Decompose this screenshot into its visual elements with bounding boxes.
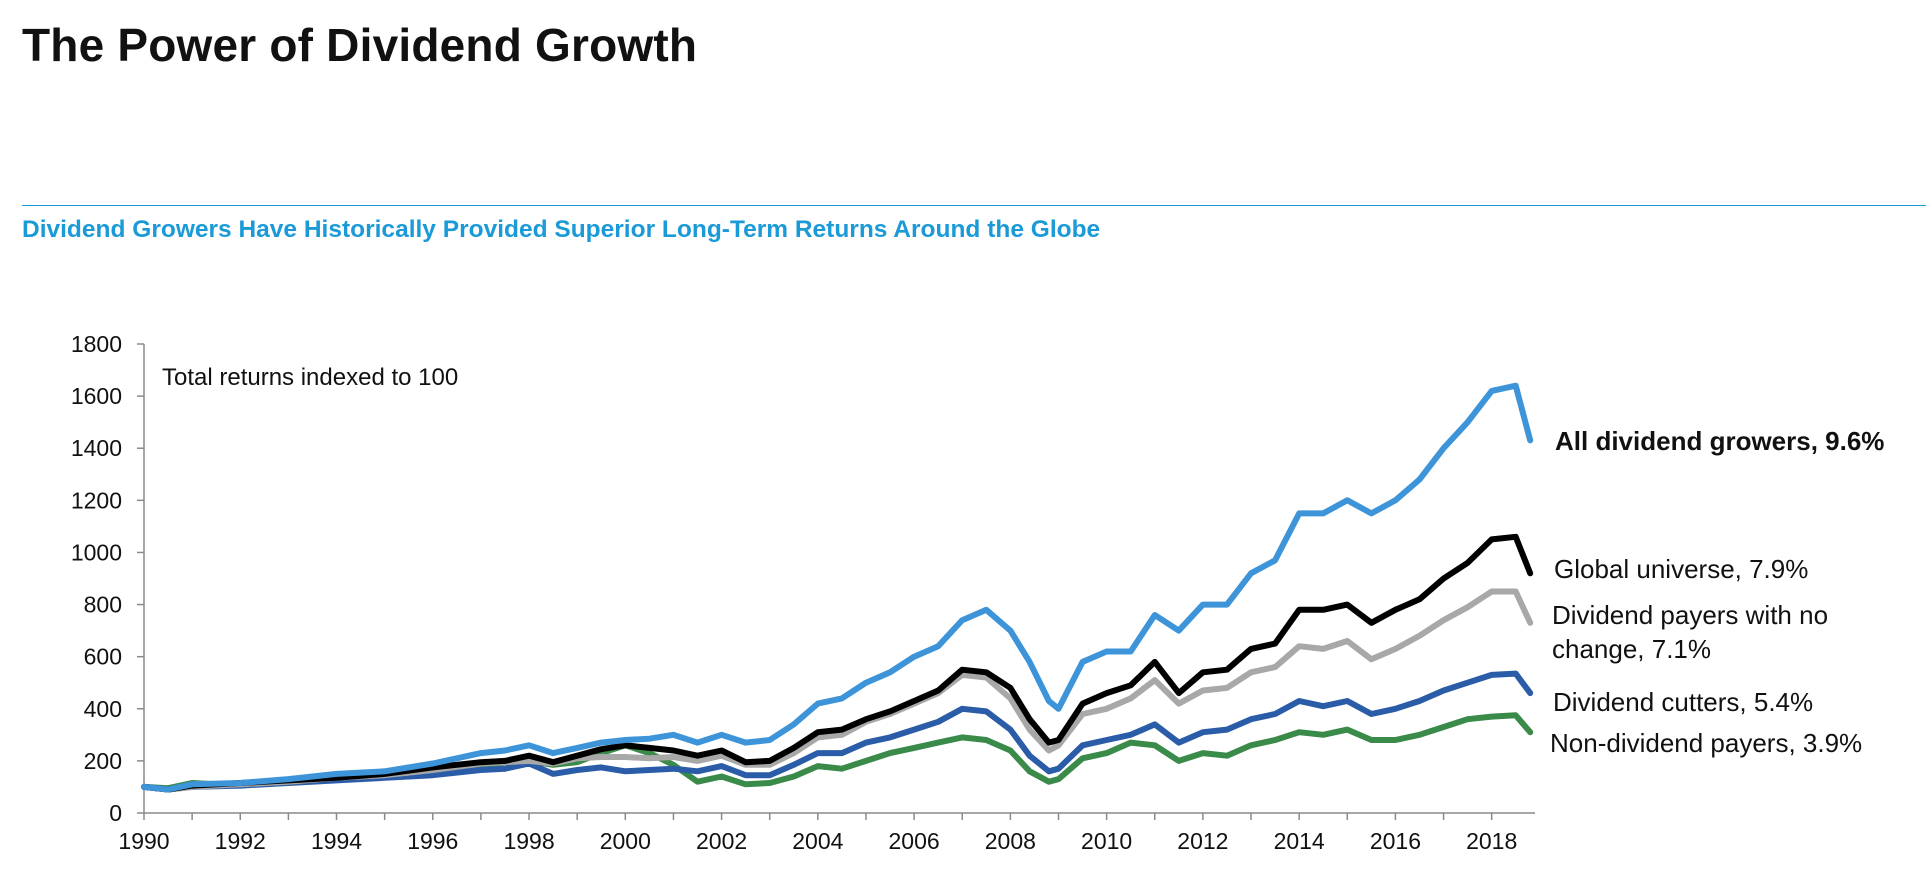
x-tick-label: 2010 (1081, 828, 1132, 854)
y-tick-label: 1400 (71, 435, 122, 461)
page-title: The Power of Dividend Growth (22, 19, 698, 71)
x-tick-label: 2016 (1370, 828, 1421, 854)
series-line-dividend-payers-with-no-change (141, 588, 1534, 793)
y-tick-label: 800 (84, 592, 122, 618)
x-tick-label: 2004 (792, 828, 843, 854)
x-tick-label: 2000 (600, 828, 651, 854)
chart-annotation: Total returns indexed to 100 (162, 364, 458, 391)
chart-series-lines (141, 382, 1534, 793)
x-tick-label: 2006 (889, 828, 940, 854)
chart-subtitle: Dividend Growers Have Historically Provi… (22, 216, 1101, 243)
x-tick-label: 2002 (696, 828, 747, 854)
series-label: Dividend cutters, 5.4% (1553, 687, 1813, 717)
series-line-global-universe (141, 533, 1534, 793)
y-tick-label: 400 (84, 696, 122, 722)
x-tick-label: 1994 (311, 828, 362, 854)
series-line-dividend-cutters (141, 670, 1534, 793)
y-tick-label: 600 (84, 644, 122, 670)
x-tick-label: 1990 (118, 828, 169, 854)
x-tick-label: 2012 (1177, 828, 1228, 854)
y-tick-label: 1800 (71, 331, 122, 357)
series-line-all-dividend-growers (141, 382, 1534, 793)
x-tick-label: 1992 (215, 828, 266, 854)
y-tick-label: 200 (84, 748, 122, 774)
series-label: change, 7.1% (1552, 634, 1711, 664)
x-tick-label: 1996 (407, 828, 458, 854)
series-label: Non-dividend payers, 3.9% (1550, 728, 1862, 758)
x-tick-label: 2018 (1466, 828, 1517, 854)
x-tick-label: 2008 (985, 828, 1036, 854)
x-tick-label: 1998 (503, 828, 554, 854)
y-tick-label: 0 (109, 800, 122, 826)
x-tick-label: 2014 (1274, 828, 1325, 854)
title-divider (22, 205, 1926, 206)
y-tick-label: 1000 (71, 539, 122, 565)
y-tick-label: 1200 (71, 487, 122, 513)
chart-series-labels: Non-dividend payers, 3.9% Dividend cutter… (1550, 426, 1884, 758)
series-label: All dividend growers, 9.6% (1555, 426, 1884, 456)
chart-axes: 0 200 400 600 800 1000 1200 1400 1600 1800 1990 199… (71, 331, 1535, 854)
series-label: Global universe, 7.9% (1554, 554, 1808, 584)
series-label: Dividend payers with no (1552, 600, 1828, 630)
y-tick-label: 1600 (71, 383, 122, 409)
